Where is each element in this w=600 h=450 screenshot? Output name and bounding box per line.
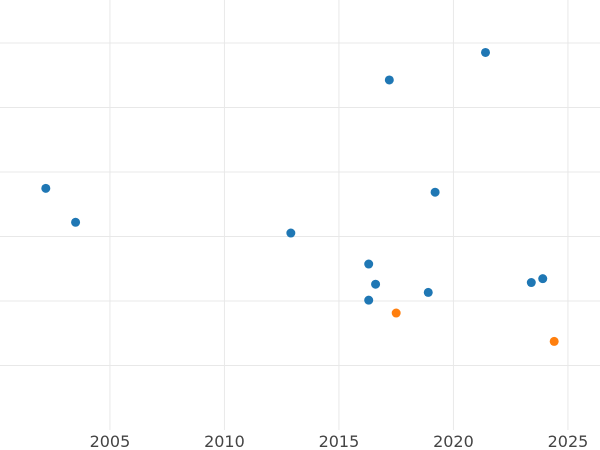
data-point-s0-6	[384, 75, 394, 85]
y-gridlines	[0, 42, 600, 366]
data-point-s0-10	[526, 278, 536, 288]
data-point-s1-1	[549, 336, 559, 346]
x-tick-label-2010: 2010	[204, 432, 245, 450]
x-tick-label-2025: 2025	[548, 432, 589, 450]
data-points	[41, 47, 559, 346]
data-point-s0-9	[480, 47, 490, 57]
data-point-s0-3	[364, 259, 374, 269]
data-point-s0-2	[286, 228, 296, 238]
x-gridlines	[109, 0, 569, 430]
x-tick-label-2005: 2005	[90, 432, 131, 450]
data-point-s0-1	[71, 217, 81, 227]
data-point-s0-5	[364, 295, 374, 305]
data-point-s0-11	[538, 274, 548, 284]
data-point-s0-8	[430, 187, 440, 197]
x-tick-label-2020: 2020	[433, 432, 474, 450]
data-point-s0-0	[41, 183, 51, 193]
x-tick-labels: 2005 2010 2015 2020 2025	[90, 432, 589, 450]
data-point-s0-4	[371, 279, 381, 289]
data-point-s0-7	[423, 287, 433, 297]
x-tick-label-2015: 2015	[319, 432, 360, 450]
data-point-s1-0	[391, 308, 401, 318]
